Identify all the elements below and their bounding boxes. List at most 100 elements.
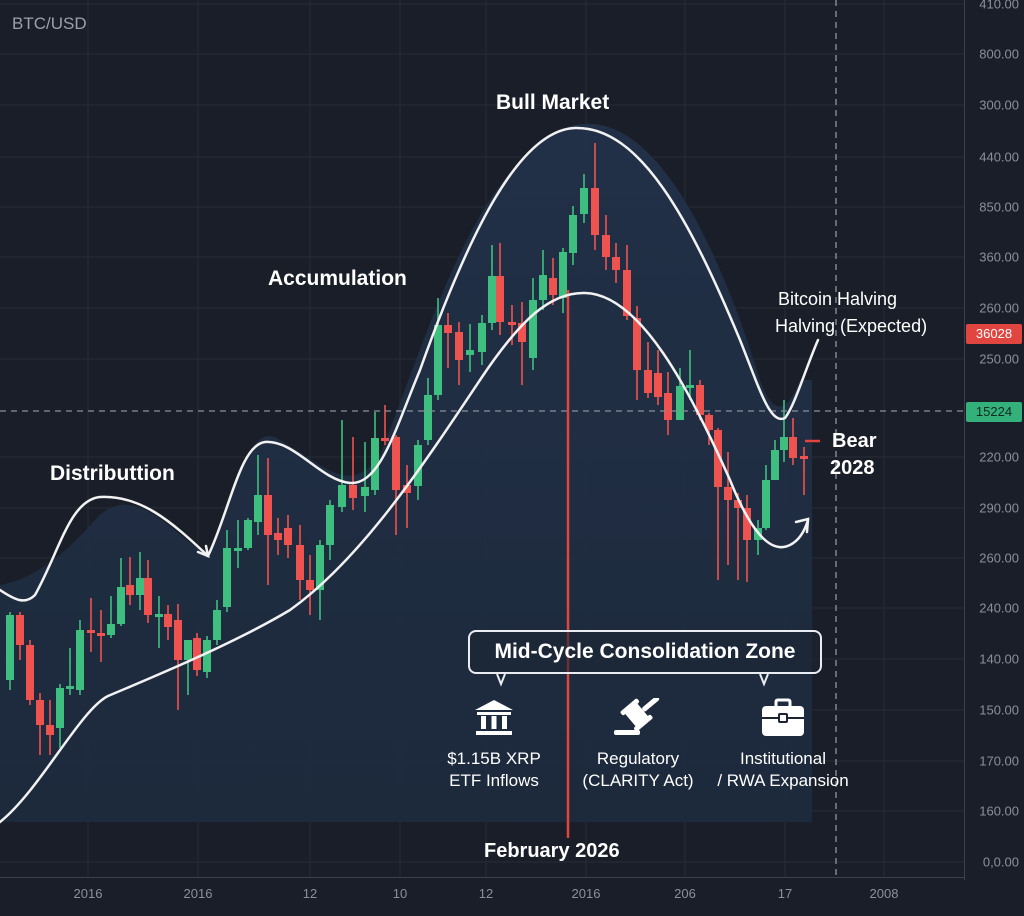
- halving-annotation-line1: Bitcoin Halving: [778, 289, 898, 309]
- candle: [87, 598, 95, 652]
- candle: [644, 342, 652, 398]
- candle: [569, 206, 577, 265]
- green-price-tag: 15224: [966, 402, 1022, 422]
- candle: [117, 558, 125, 626]
- bear-label-line2: 2028: [830, 457, 875, 479]
- time-tick-label: 12: [478, 886, 494, 901]
- candle: [284, 515, 292, 558]
- candle: [97, 610, 105, 662]
- price-tick-label: 150.00: [979, 702, 1019, 718]
- candle: [705, 413, 713, 445]
- candle: [424, 378, 432, 445]
- candle: [244, 518, 252, 550]
- candle: [559, 248, 567, 313]
- consolidation-zone-label: Mid-Cycle Consolidation Zone: [468, 630, 822, 674]
- candle: [76, 620, 84, 695]
- february-2026-label: February 2026: [484, 840, 620, 862]
- candle: [580, 174, 588, 223]
- price-tick-label: 220.00: [979, 449, 1019, 465]
- candle: [771, 440, 779, 480]
- price-tick-label: 290.00: [979, 500, 1019, 516]
- price-tick-label: 0,0.00: [982, 854, 1019, 870]
- candle: [126, 557, 134, 605]
- candle: [734, 493, 742, 580]
- candle: [676, 368, 684, 420]
- candle: [66, 648, 74, 695]
- zone-pointer-left: [496, 673, 506, 687]
- candle: [107, 596, 115, 638]
- price-tick-label: 360.00: [979, 249, 1019, 265]
- briefcase-icon: [762, 698, 804, 736]
- time-tick-label: 17: [777, 886, 793, 901]
- price-tick-label: 440.00: [979, 149, 1019, 165]
- red-price-tag: 36028: [966, 324, 1022, 344]
- candle: [326, 500, 334, 560]
- candle: [478, 315, 486, 365]
- candle: [338, 420, 346, 512]
- candle: [16, 612, 24, 660]
- phase-label-distribution: Distributtion: [50, 462, 175, 485]
- price-axis[interactable]: 410.00 800.00 300.00 440.00 850.00 360.00 260.…: [964, 0, 1024, 880]
- time-tick-label: 2016: [73, 886, 103, 901]
- halving-annotation-line2: Halving (Expected): [775, 316, 928, 336]
- candle: [264, 458, 272, 585]
- candle: [381, 405, 389, 445]
- candle: [254, 455, 262, 535]
- candle: [316, 540, 324, 620]
- bear-label-line1: Bear: [832, 430, 877, 452]
- price-tick-label: 240.00: [979, 600, 1019, 616]
- catalyst-line2: (CLARITY Act): [582, 771, 694, 790]
- candle: [539, 250, 547, 310]
- price-tick-label: 800.00: [979, 46, 1019, 62]
- candle: [789, 418, 797, 465]
- price-tick-label: 250.00: [979, 351, 1019, 367]
- zone-pointer-right: [759, 673, 769, 687]
- candle: [371, 412, 379, 495]
- catalyst-line1: Institutional: [740, 749, 826, 768]
- candle: [6, 612, 14, 690]
- time-tick-label: 206: [674, 886, 696, 901]
- candle: [800, 447, 808, 495]
- candle: [724, 452, 732, 565]
- symbol-label: BTC/USD: [12, 14, 87, 33]
- candle: [612, 243, 620, 283]
- candle: [529, 278, 537, 370]
- candle: [223, 530, 231, 612]
- catalyst-institutional: Institutional / RWA Expansion: [698, 698, 868, 792]
- candle: [602, 215, 610, 270]
- time-tick-label: 2008: [869, 886, 899, 901]
- catalyst-line1: $1.15B XRP: [447, 749, 541, 768]
- catalyst-line1: Regulatory: [596, 749, 680, 768]
- candle: [591, 143, 599, 250]
- candle: [403, 465, 411, 528]
- candle: [213, 600, 221, 645]
- time-tick-label: 10: [392, 886, 408, 901]
- candle: [466, 324, 474, 372]
- candle: [488, 245, 496, 330]
- phase-label-bull-market: Bull Market: [496, 91, 610, 114]
- cycle-curves: [0, 126, 820, 824]
- candle: [174, 604, 182, 710]
- catalyst-etf-inflows: $1.15B XRP ETF Inflows: [409, 698, 579, 792]
- candle: [26, 640, 34, 705]
- candle: [306, 555, 314, 615]
- time-axis[interactable]: 2016 2016 12 10 12 2016 206 17 2008: [0, 877, 964, 916]
- candle: [193, 633, 201, 676]
- time-tick-label: 12: [302, 886, 318, 901]
- price-tick-label: 160.00: [979, 803, 1019, 819]
- price-tick-label: 410.00: [979, 0, 1019, 12]
- candle: [444, 313, 452, 368]
- catalyst-line2: / RWA Expansion: [717, 771, 849, 790]
- candle: [496, 243, 504, 335]
- candle: [136, 552, 144, 610]
- phase-label-accumulation: Accumulation: [268, 267, 407, 290]
- candle: [392, 435, 400, 535]
- candle: [762, 465, 770, 530]
- candle: [361, 442, 369, 512]
- candle: [164, 605, 172, 640]
- price-tick-label: 850.00: [979, 199, 1019, 215]
- candle: [155, 596, 163, 648]
- catalyst-regulatory: Regulatory (CLARITY Act): [553, 698, 723, 792]
- candle: [349, 437, 357, 510]
